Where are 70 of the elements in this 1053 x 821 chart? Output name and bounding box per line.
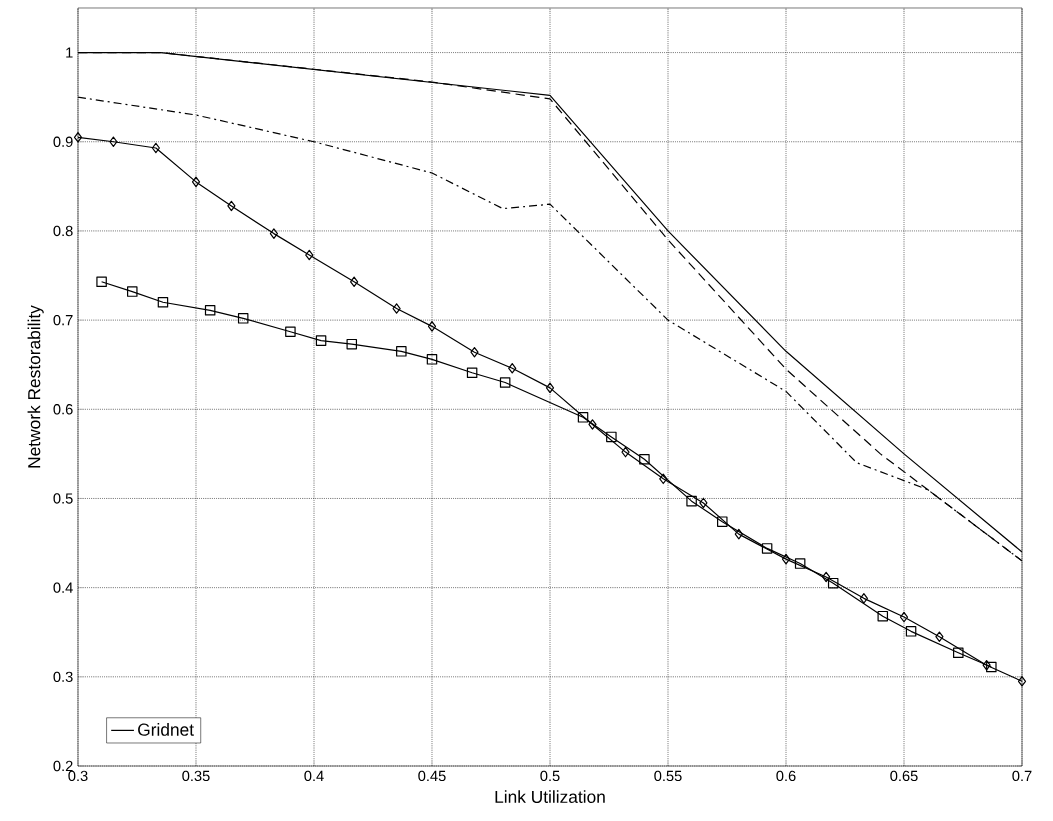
point <box>499 377 511 388</box>
point <box>127 286 138 297</box>
y-tick-label: 0.6 <box>53 404 73 415</box>
point <box>1017 676 1027 687</box>
point <box>426 354 438 365</box>
point <box>305 249 314 261</box>
x-tick-label: 0.5 <box>540 770 560 782</box>
x-tick-label: 0.65 <box>890 770 918 782</box>
point <box>621 446 630 458</box>
y-axis-title: Network Restorability <box>27 305 44 468</box>
point <box>427 321 437 332</box>
y-tick-label: 0.5 <box>53 493 73 504</box>
point <box>822 571 831 583</box>
point <box>686 495 697 507</box>
point <box>794 558 806 569</box>
point <box>466 367 478 378</box>
point <box>717 516 728 527</box>
point <box>588 419 597 430</box>
x-tick-label: 0.3 <box>68 770 88 782</box>
x-tick-label: 0.55 <box>654 770 682 782</box>
point <box>346 338 358 350</box>
point <box>157 297 169 308</box>
point <box>781 553 791 565</box>
point <box>227 200 236 212</box>
point <box>191 176 201 188</box>
point <box>545 382 555 394</box>
point <box>470 346 479 358</box>
y-tick-label: 1 <box>66 47 73 58</box>
point <box>96 276 107 288</box>
point <box>73 132 83 143</box>
legend-label: Gridnet <box>138 723 194 736</box>
point <box>392 303 401 314</box>
point <box>577 412 589 423</box>
point <box>877 610 889 622</box>
point <box>699 497 708 509</box>
y-tick-label: 0.8 <box>53 225 73 237</box>
x-tick-label: 0.45 <box>418 770 446 782</box>
x-tick-label: 0.4 <box>304 770 324 782</box>
point <box>986 661 997 673</box>
point <box>109 136 118 148</box>
y-tick-label: 0.7 <box>53 314 73 326</box>
point <box>508 363 517 374</box>
point <box>269 228 278 239</box>
x-tick-label: 0.7 <box>1012 770 1032 782</box>
point <box>827 577 839 589</box>
point <box>204 305 216 316</box>
point <box>151 142 160 154</box>
y-tick-label: 0.4 <box>53 582 73 593</box>
point <box>899 611 909 623</box>
x-tick-label: 0.35 <box>182 770 210 782</box>
point <box>734 528 743 540</box>
point <box>905 626 917 637</box>
y-tick-label: 0.9 <box>53 136 73 147</box>
point <box>659 473 668 485</box>
point <box>953 647 964 659</box>
y-tick-label: 0.2 <box>53 760 73 772</box>
point <box>982 659 991 671</box>
y-tick-label: 0.3 <box>53 671 73 683</box>
point <box>859 593 868 604</box>
x-axis-title: Link Utilization <box>495 790 605 803</box>
point <box>237 313 249 324</box>
point <box>935 631 944 642</box>
point <box>606 431 617 443</box>
point <box>761 543 773 554</box>
point <box>350 276 359 288</box>
point <box>315 335 327 346</box>
x-tick-label: 0.6 <box>776 770 796 782</box>
point <box>285 326 296 337</box>
point <box>396 346 407 357</box>
point <box>639 453 650 465</box>
